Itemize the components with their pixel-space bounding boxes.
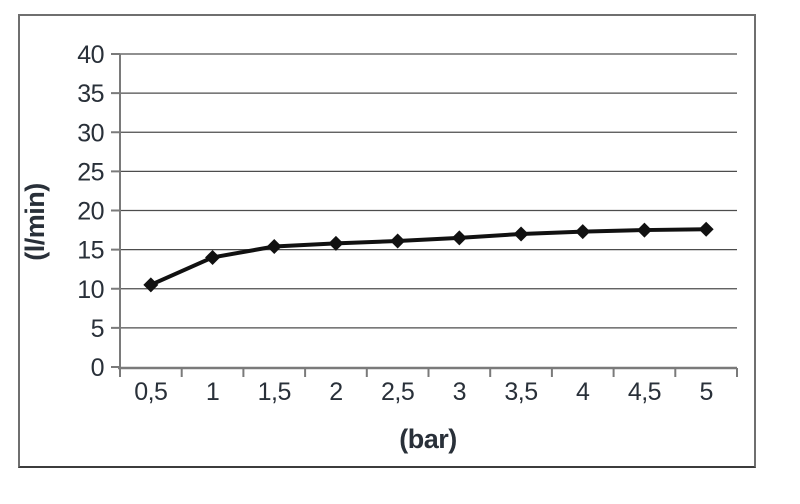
x-tick-label: 2,5 <box>381 378 414 406</box>
series-line <box>150 227 707 287</box>
data-point-marker <box>451 230 467 246</box>
y-axis-title: (l/min) <box>20 183 50 261</box>
y-tick-label: 5 <box>91 315 104 343</box>
x-tick-label: 0,5 <box>134 378 167 406</box>
y-tick-label: 35 <box>77 80 104 108</box>
data-point-marker <box>328 235 344 251</box>
y-tick-label: 10 <box>77 276 104 304</box>
series-layer <box>143 221 714 293</box>
chart-frame: 0 5 10 15 20 25 30 35 40 0,5 1 1,5 2 2,5 3 3,5 4 4,5 5 (l… <box>18 14 756 468</box>
data-point-marker <box>390 233 406 249</box>
y-tick-label: 15 <box>77 237 104 265</box>
y-tick-label: 20 <box>77 198 104 226</box>
data-point-marker <box>636 222 652 238</box>
y-tick-label: 30 <box>77 119 104 147</box>
x-tick-label: 3,5 <box>504 378 537 406</box>
y-tick-labels: 0 5 10 15 20 25 30 35 40 <box>77 41 104 382</box>
data-point-marker <box>266 238 282 254</box>
data-point-marker <box>575 224 591 240</box>
x-tick-label: 5 <box>699 378 712 406</box>
data-point-marker <box>698 221 714 237</box>
flow-curve-chart: 0 5 10 15 20 25 30 35 40 0,5 1 1,5 2 2,5 3 3,5 4 4,5 5 (l… <box>20 41 738 454</box>
x-tick-label: 4 <box>576 378 590 406</box>
x-tick-label: 1,5 <box>258 378 291 406</box>
x-tick-label: 2 <box>329 378 342 406</box>
data-point-marker <box>513 226 529 242</box>
x-tick-label: 3 <box>453 378 466 406</box>
y-tick-label: 0 <box>91 354 104 382</box>
gridlines <box>120 53 737 329</box>
data-point-marker <box>205 249 221 265</box>
y-tick-label: 25 <box>77 158 104 186</box>
y-tick-label: 40 <box>77 41 104 69</box>
x-tick-labels: 0,5 1 1,5 2 2,5 3 3,5 4 4,5 5 <box>134 378 713 406</box>
x-tick-label: 4,5 <box>628 378 661 406</box>
axis-ticks <box>111 53 738 377</box>
data-point-marker <box>143 277 159 293</box>
x-axis-title: (bar) <box>399 424 457 454</box>
x-tick-label: 1 <box>206 378 219 406</box>
